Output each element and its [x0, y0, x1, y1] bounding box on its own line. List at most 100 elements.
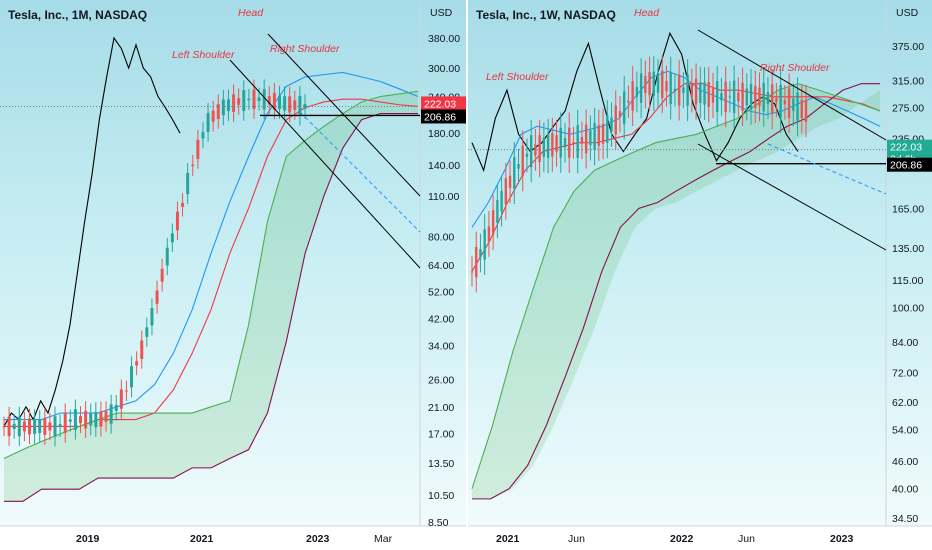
projection-dashed-line [767, 143, 887, 195]
candle-body [33, 419, 37, 434]
y-tick-label: 165.00 [892, 203, 924, 215]
y-tick-label: 380.00 [428, 33, 460, 45]
candle-body [226, 99, 230, 112]
candle-body [555, 135, 558, 152]
support-price-value: 206.86 [890, 160, 922, 172]
candle-body [508, 175, 512, 189]
candle-body [703, 82, 706, 105]
pattern-annotation: Head [238, 7, 264, 19]
y-tick-label: 115.00 [892, 275, 923, 287]
candle-body [22, 421, 26, 432]
candle-body [237, 98, 241, 105]
y-tick-label: 17.00 [428, 429, 454, 441]
projection-dashed-line [299, 111, 421, 233]
monthly-chart-panel[interactable]: Tesla, Inc., 1M, NASDAQUSD380.00300.0024… [0, 0, 466, 550]
candle-body [73, 409, 77, 430]
candle-body [754, 85, 757, 108]
trend-channel-line [697, 29, 887, 141]
trend-channel-line [697, 143, 887, 251]
y-tick-label: 34.50 [892, 513, 918, 525]
y-tick-label: 110.00 [428, 191, 459, 203]
candle-body [38, 419, 42, 433]
y-tick-label: 80.00 [428, 231, 454, 243]
candle-body [559, 127, 562, 158]
weekly-chart-svg[interactable]: Tesla, Inc., 1W, NASDAQ USD 375.00 315.00 27… [468, 0, 932, 550]
candle-body [84, 410, 88, 429]
candle-body [661, 70, 664, 98]
candle-body [787, 88, 791, 118]
candle-body [728, 96, 732, 98]
y-tick-label: 10.50 [428, 490, 454, 502]
candle-body [597, 125, 601, 146]
candle-body [48, 422, 52, 431]
x-tick-label: 2021 [496, 533, 520, 545]
candle-body [504, 178, 508, 205]
candle-body [63, 413, 67, 433]
candle-body [656, 74, 660, 93]
candle-body [186, 172, 190, 195]
panel-divider[interactable] [466, 0, 468, 550]
candle-body [601, 123, 605, 144]
candle-body [538, 135, 541, 163]
candle-body [99, 411, 103, 427]
candle-body [631, 81, 634, 111]
candle-body [257, 97, 261, 102]
candle-body [221, 99, 225, 116]
x-tick-label: 2023 [306, 533, 330, 545]
candle-body [677, 74, 681, 106]
candle-body [124, 390, 128, 392]
candle-body [155, 290, 159, 304]
candle-body [770, 84, 774, 114]
candle-body [665, 80, 668, 92]
monthly-chart-svg[interactable]: Tesla, Inc., 1M, NASDAQUSD380.00300.0024… [0, 0, 466, 550]
x-tick-label: 2021 [190, 533, 214, 545]
candle-body [745, 88, 749, 106]
candle-body [627, 100, 630, 103]
candle-body [211, 110, 215, 122]
candle-body [89, 413, 93, 426]
candle-body [104, 411, 108, 422]
candle-body [618, 111, 622, 118]
candle-body [242, 90, 246, 111]
y-tick-label: 40.00 [892, 484, 918, 496]
candle-body [572, 142, 575, 144]
candle-body [58, 424, 62, 428]
candle-body [196, 139, 200, 160]
y-tick-label: 42.00 [428, 314, 454, 326]
candle-body [699, 82, 702, 103]
x-tick-label: Jun [568, 533, 585, 545]
candle-body [796, 92, 799, 121]
candle-body [623, 91, 626, 125]
candle-body [762, 82, 765, 112]
candle-body [94, 411, 98, 428]
candle-body [711, 88, 715, 103]
candle-body [181, 202, 185, 207]
candle-body [216, 104, 220, 120]
candle-body [267, 96, 271, 105]
y-tick-label: 46.00 [892, 456, 918, 468]
last-price-value: 222.03 [424, 98, 456, 110]
pattern-annotation: Right Shoulder [760, 62, 830, 74]
candle-body [606, 115, 609, 143]
candle-body [487, 226, 491, 242]
candle-body [252, 89, 256, 110]
candle-body [614, 105, 617, 135]
candle-body [546, 134, 550, 158]
candle-body [792, 98, 795, 111]
candle-body [262, 89, 266, 110]
leading-span-b-line [472, 83, 880, 500]
candle-body [483, 229, 486, 260]
candle-body [43, 417, 47, 435]
weekly-chart-panel[interactable]: Tesla, Inc., 1W, NASDAQ USD 375.00 315.00 27… [468, 0, 932, 550]
candle-body [775, 98, 778, 103]
candle-body [175, 211, 179, 231]
candle-body [766, 92, 770, 105]
candle-body [109, 404, 113, 424]
candle-body [542, 137, 546, 157]
y-tick-label: 52.00 [428, 286, 454, 298]
candle-body [513, 157, 516, 189]
candle-body [648, 72, 651, 96]
pattern-annotation: Head [634, 7, 660, 19]
y-tick-label: 64.00 [428, 260, 454, 272]
y-tick-label: 13.50 [428, 458, 454, 470]
